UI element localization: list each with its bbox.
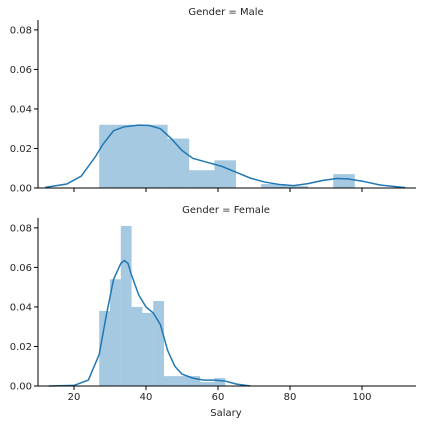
facet-female: Gender = Female 0.00 0.02 0.04 0.06 0.08 20 4… <box>10 205 416 403</box>
y-tick-label-female-2: 0.04 <box>10 302 32 313</box>
y-tick-label-male-3: 0.06 <box>10 65 32 76</box>
x-tick-label-female-3: 80 <box>284 392 297 403</box>
y-tick-label-male-1: 0.02 <box>10 144 32 155</box>
histogram-bar-female-2 <box>120 225 132 386</box>
y-tick-label-female-3: 0.06 <box>10 263 32 274</box>
x-tick-label-female-1: 40 <box>140 392 153 403</box>
facet-male: Gender = Male 0.00 0.02 0.04 0.06 0.08 <box>10 7 416 195</box>
histogram-bar-male-7 <box>286 186 308 188</box>
histogram-bar-female-4 <box>142 312 154 386</box>
histogram-bar-male-4 <box>214 160 236 188</box>
x-tick-label-female-4: 100 <box>352 392 371 403</box>
histogram-bar-female-7 <box>182 376 200 386</box>
x-ticks-male <box>73 188 363 192</box>
histogram-bar-male-0 <box>99 124 146 188</box>
histogram-bar-female-8 <box>200 382 215 386</box>
x-axis-label: Salary <box>210 408 241 419</box>
y-tick-label-female-1: 0.02 <box>10 342 32 353</box>
histogram-bar-male-9 <box>333 174 355 188</box>
y-tick-label-male-2: 0.04 <box>10 104 32 115</box>
histogram-bar-female-0 <box>99 310 110 386</box>
histogram-bar-male-3 <box>189 170 215 188</box>
y-tick-label-male-4: 0.08 <box>10 25 32 36</box>
histogram-bar-female-3 <box>131 306 143 386</box>
x-ticks-female: 20 40 60 80 100 <box>68 386 372 403</box>
histogram-bar-female-9 <box>214 378 226 386</box>
histogram-bar-male-6 <box>261 184 287 188</box>
y-ticks-female: 0.00 0.02 0.04 0.06 0.08 <box>10 223 38 393</box>
y-tick-label-male-0: 0.00 <box>10 184 32 195</box>
histogram-bar-female-1 <box>110 279 121 386</box>
y-tick-label-female-0: 0.00 <box>10 382 32 393</box>
histogram-bar-male-1 <box>146 124 168 188</box>
x-tick-label-female-2: 60 <box>212 392 225 403</box>
histogram-bar-female-5 <box>153 301 164 386</box>
histogram-bars-female <box>99 225 226 386</box>
facet-title-male: Gender = Male <box>188 7 263 18</box>
facet-title-female: Gender = Female <box>182 205 270 216</box>
y-ticks-male: 0.00 0.02 0.04 0.06 0.08 <box>10 25 38 195</box>
x-tick-label-female-0: 20 <box>68 392 81 403</box>
histogram-bar-female-6 <box>164 376 182 386</box>
kde-curve-female <box>48 259 251 387</box>
y-tick-label-female-4: 0.08 <box>10 223 32 234</box>
kde-curve-male <box>45 124 406 189</box>
histogram-bars-male <box>99 124 355 188</box>
